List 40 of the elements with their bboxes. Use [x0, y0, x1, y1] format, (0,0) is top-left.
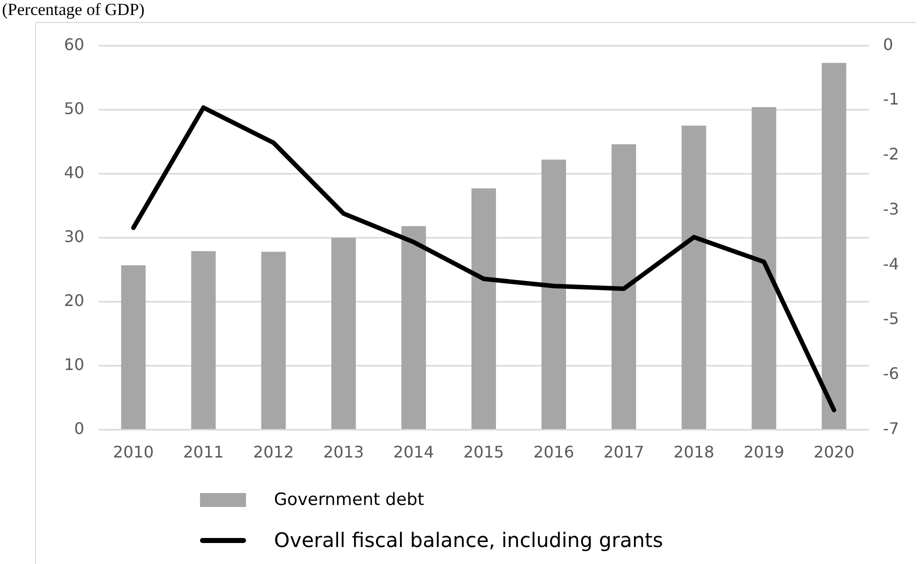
y-tick-label: 30	[64, 226, 84, 246]
x-tick-label: 2016	[533, 442, 574, 462]
bar	[682, 126, 706, 430]
y2-tick-label: -5	[883, 309, 899, 328]
x-tick-label: 2011	[183, 442, 224, 462]
bar	[471, 188, 496, 430]
y-tick-label: 50	[64, 98, 84, 118]
y2-tick-label: -4	[883, 254, 899, 274]
y2-tick-label: -3	[883, 199, 899, 218]
bar	[331, 238, 356, 430]
y2-tick-label: -1	[883, 90, 899, 109]
x-tick-label: 2010	[113, 442, 154, 462]
y-tick-label: 40	[64, 162, 84, 182]
bar	[191, 251, 216, 430]
x-tick-label: 2014	[393, 442, 434, 462]
bar	[401, 226, 426, 430]
y2-tick-label: -6	[883, 364, 899, 384]
legend-label: Government debt	[274, 490, 424, 510]
bar	[612, 144, 636, 430]
y2-tick-label: 0	[883, 34, 894, 54]
x-tick-label: 2015	[463, 442, 504, 462]
y-tick-label: 10	[64, 354, 84, 374]
bar	[261, 252, 286, 430]
y2-tick-label: -7	[883, 418, 899, 438]
x-tick-label: 2019	[744, 442, 784, 462]
x-tick-label: 2018	[674, 442, 714, 462]
legend-label: Overall fiscal balance, including grants	[274, 528, 664, 552]
x-tick-label: 2013	[323, 442, 364, 462]
x-tick-label: 2017	[603, 442, 644, 462]
bar	[121, 265, 146, 430]
y-tick-label: 0	[74, 418, 84, 438]
bar	[752, 107, 776, 430]
y2-tick-label: -2	[883, 144, 899, 164]
y-tick-label: 20	[64, 290, 84, 310]
y-tick-label: 60	[64, 34, 84, 54]
x-tick-label: 2012	[253, 442, 294, 462]
bar	[822, 62, 846, 430]
x-tick-label: 2020	[814, 442, 854, 462]
chart-title: (Percentage of GDP)	[2, 0, 145, 20]
bar	[542, 160, 566, 430]
